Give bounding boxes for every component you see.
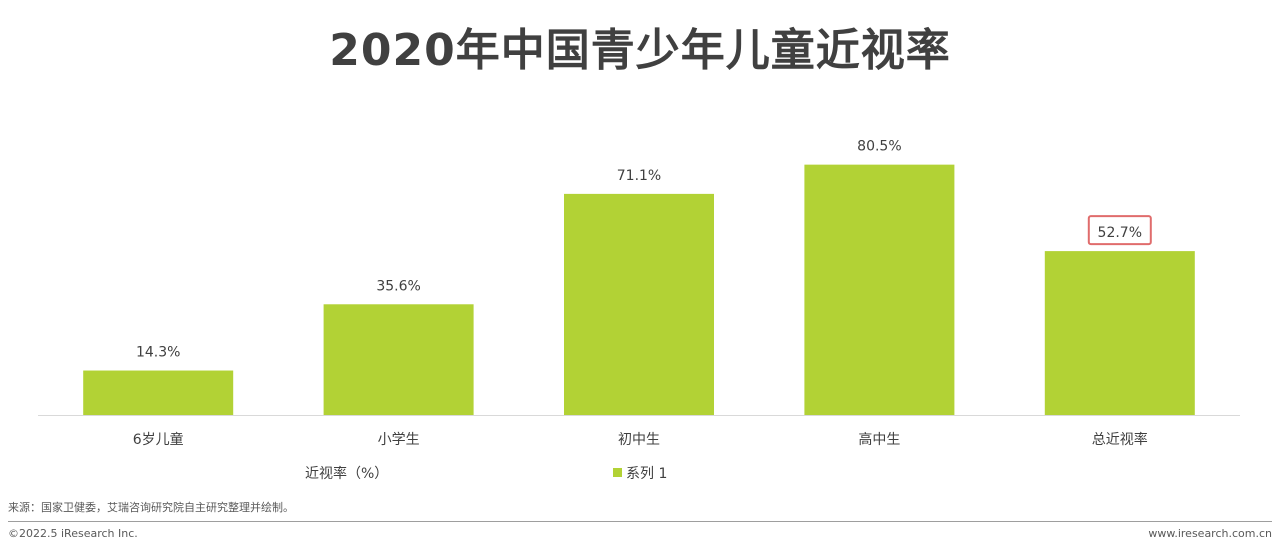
legend-extra-label: 近视率（%） [305, 465, 388, 482]
legend-series-label: 系列 1 [626, 466, 667, 482]
bar [564, 193, 714, 415]
x-tick-label: 6岁儿童 [133, 431, 184, 448]
x-tick-label: 小学生 [378, 432, 420, 448]
data-label: 52.7% [1098, 225, 1142, 241]
x-tick-label: 高中生 [858, 431, 900, 448]
source-note: 来源：国家卫健委，艾瑞咨询研究院自主研究整理并绘制。 [8, 501, 294, 514]
x-tick-label: 初中生 [618, 431, 660, 448]
chart-title: 2020年中国青少年儿童近视率 [329, 25, 951, 76]
data-label: 35.6% [376, 278, 420, 294]
data-label: 14.3% [136, 345, 180, 361]
bar [1044, 251, 1195, 415]
copyright-text: ©2022.5 iResearch Inc. [8, 527, 138, 540]
x-tick-labels-layer: 6岁儿童 小学生 初中生 高中生 总近视率 [133, 431, 1148, 448]
legend: 近视率（%） 系列 1 [305, 465, 667, 482]
data-label: 80.5% [857, 139, 901, 155]
footer-divider [8, 521, 1272, 522]
x-tick-label: 总近视率 [1092, 431, 1148, 448]
bar [83, 370, 234, 415]
bar [804, 164, 955, 415]
bars-layer [83, 164, 1195, 415]
data-label: 71.1% [617, 168, 661, 184]
bar [323, 304, 474, 415]
legend-swatch [613, 468, 622, 477]
website-text: www.iresearch.com.cn [1148, 527, 1272, 540]
highlight-box [1087, 215, 1152, 246]
data-labels-layer: 14.3% 35.6% 71.1% 80.5% 52.7% [136, 139, 1152, 361]
